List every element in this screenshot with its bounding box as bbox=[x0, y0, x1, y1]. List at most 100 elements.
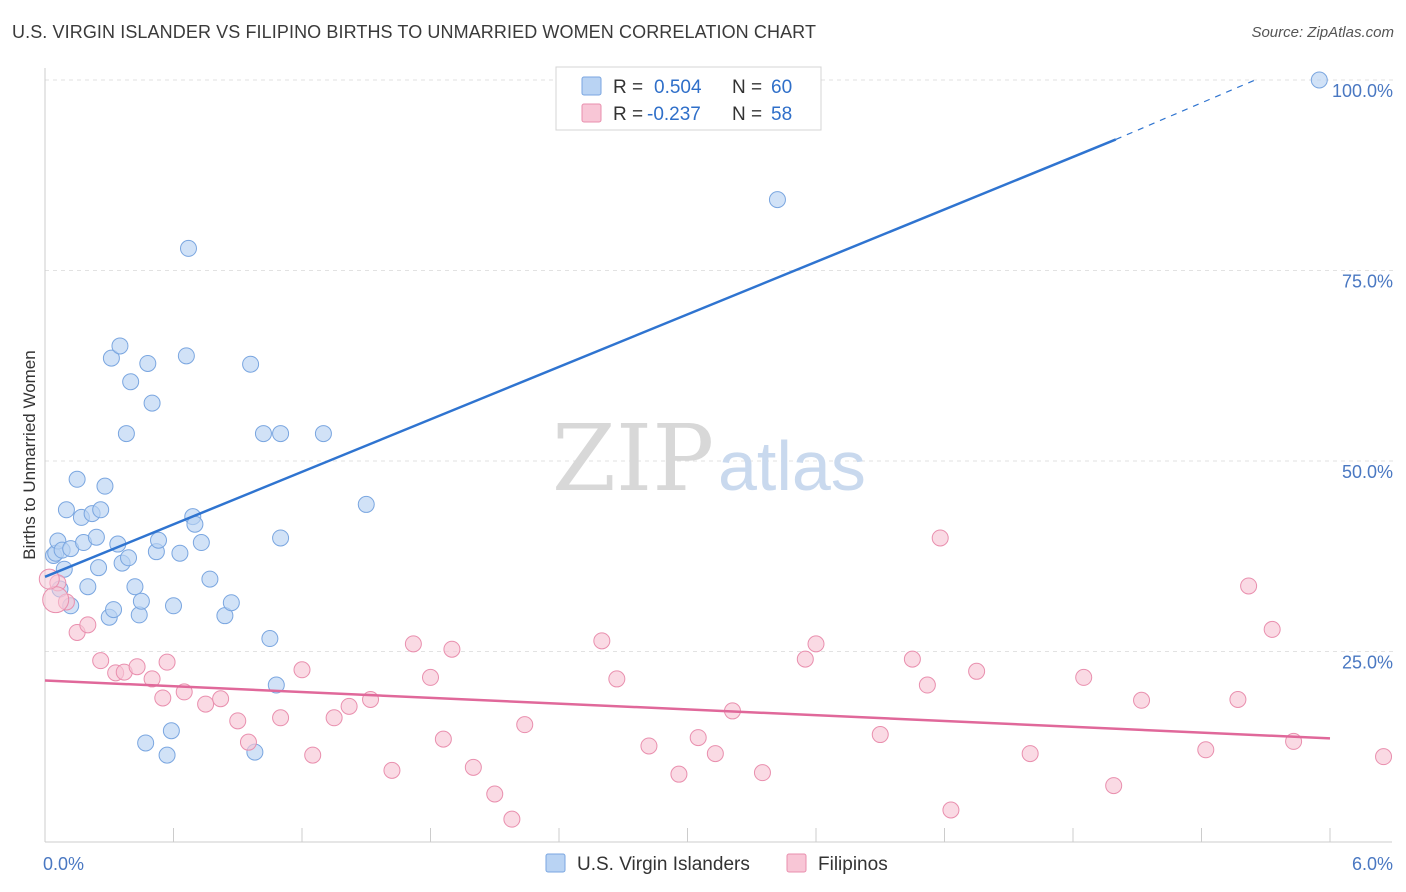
legend-label-filipinos[interactable]: Filipinos bbox=[818, 854, 888, 875]
filipinos-point-38 bbox=[753, 764, 771, 782]
stats-pink-n-value: 58 bbox=[771, 104, 792, 125]
virgin-islanders-point-25 bbox=[120, 549, 138, 567]
virgin-islanders-point-32 bbox=[143, 394, 161, 412]
virgin-islanders-point-52 bbox=[272, 425, 290, 443]
filipinos-point-50 bbox=[1133, 691, 1151, 709]
virgin-islanders-point-38 bbox=[171, 544, 189, 562]
filipinos-point-15 bbox=[239, 733, 257, 751]
stats-blue-n-label: N = bbox=[732, 77, 762, 98]
tick-labels: 25.0% 50.0% 75.0% 100.0% 0.0% 6.0% bbox=[43, 81, 1393, 874]
virgin-islanders-point-20 bbox=[105, 601, 123, 619]
filipinos-point-24 bbox=[422, 668, 439, 686]
trend-lines bbox=[44, 79, 1331, 740]
virgin-islanders-point-27 bbox=[126, 578, 144, 596]
filipinos-point-32 bbox=[608, 670, 626, 688]
filipinos-point-26 bbox=[443, 640, 461, 658]
trend-line-filipinos bbox=[44, 679, 1331, 740]
filipinos-point-31 bbox=[593, 632, 611, 650]
virgin-islanders-point-31 bbox=[139, 354, 157, 372]
virgin-islanders-point-47 bbox=[242, 355, 260, 373]
filipinos-point-22 bbox=[383, 761, 401, 779]
virgin-islanders-point-24 bbox=[117, 425, 135, 443]
virgin-islanders-point-29 bbox=[132, 592, 150, 610]
filipinos-point-28 bbox=[486, 785, 504, 803]
filipinos-point-49 bbox=[1105, 777, 1123, 795]
stats-blue-n-value: 60 bbox=[771, 77, 792, 98]
stats-pink-r-label: R = bbox=[613, 104, 643, 125]
series-filipinos bbox=[38, 529, 1393, 828]
filipinos-point-46 bbox=[968, 662, 986, 680]
filipinos-point-40 bbox=[807, 635, 825, 653]
filipinos-point-43 bbox=[918, 676, 936, 694]
virgin-islanders-point-19 bbox=[102, 349, 120, 367]
virgin-islanders-point-36 bbox=[162, 722, 180, 740]
watermark-atlas: atlas bbox=[718, 427, 866, 505]
filipinos-point-54 bbox=[1263, 620, 1281, 638]
stats-pink-r-value: -0.237 bbox=[647, 104, 701, 125]
filipinos-point-18 bbox=[304, 746, 322, 764]
filipinos-point-33 bbox=[640, 737, 658, 755]
legend-label-virgin-islanders[interactable]: U.S. Virgin Islanders bbox=[577, 854, 750, 875]
virgin-islanders-point-26 bbox=[122, 373, 140, 391]
y-axis-label: Births to Unmarried Women bbox=[20, 350, 39, 559]
filipinos-point-9 bbox=[154, 689, 172, 707]
legend-swatch-filipinos[interactable] bbox=[786, 853, 807, 873]
virgin-islanders-point-40 bbox=[179, 239, 197, 257]
filipinos-point-29 bbox=[503, 810, 521, 828]
watermark-zip: ZIP bbox=[552, 405, 714, 512]
filipinos-point-12 bbox=[197, 695, 215, 713]
filipinos-point-42 bbox=[903, 650, 921, 668]
filipinos-point-34 bbox=[670, 765, 688, 783]
virgin-islanders-point-15 bbox=[90, 559, 108, 577]
virgin-islanders-point-17 bbox=[96, 477, 114, 495]
filipinos-point-3 bbox=[79, 616, 97, 634]
virgin-islanders-point-34 bbox=[150, 531, 168, 549]
virgin-islanders-point-55 bbox=[357, 495, 375, 513]
filipinos-point-19 bbox=[325, 709, 343, 727]
chart-title: U.S. VIRGIN ISLANDER VS FILIPINO BIRTHS … bbox=[12, 22, 817, 42]
virgin-islanders-point-51 bbox=[267, 676, 285, 694]
virgin-islanders-point-12 bbox=[79, 578, 97, 596]
virgin-islanders-point-35 bbox=[158, 746, 176, 764]
filipinos-point-27 bbox=[464, 758, 482, 776]
virgin-islanders-point-37 bbox=[165, 597, 182, 615]
virgin-islanders-point-6 bbox=[57, 501, 75, 519]
filipinos-point-16 bbox=[272, 709, 290, 727]
virgin-islanders-point-39 bbox=[177, 347, 195, 365]
filipinos-point-10 bbox=[158, 653, 176, 671]
virgin-islanders-point-46 bbox=[222, 594, 240, 612]
y-tick-label-3: 100.0% bbox=[1332, 81, 1393, 101]
virgin-islanders-point-49 bbox=[254, 425, 272, 443]
axes bbox=[44, 68, 1392, 843]
source-label: Source: ZipAtlas.com bbox=[1251, 24, 1394, 41]
filipinos-point-20 bbox=[340, 697, 358, 715]
filipinos-point-8 bbox=[143, 670, 161, 688]
filipinos-point-4 bbox=[92, 652, 110, 670]
filipinos-point-23 bbox=[404, 635, 422, 653]
filipinos-point-14 bbox=[229, 712, 247, 730]
filipinos-point-47 bbox=[1021, 745, 1039, 763]
trend-line-virgin-islanders bbox=[44, 138, 1117, 578]
trend-line-virgin-islanders-extension bbox=[1115, 79, 1256, 140]
filipinos-point-39 bbox=[796, 650, 814, 668]
virgin-islanders-point-22 bbox=[111, 337, 129, 355]
filipinos-point-45 bbox=[942, 801, 960, 819]
legend-swatch-virgin-islanders[interactable] bbox=[545, 853, 566, 873]
virgin-islanders-point-54 bbox=[314, 425, 332, 443]
filipinos-point-cluster bbox=[42, 586, 70, 614]
filipinos-point-56 bbox=[1375, 748, 1393, 766]
filipinos-point-25 bbox=[434, 730, 452, 748]
x-tick-label-0: 0.0% bbox=[43, 854, 84, 874]
filipinos-point-48 bbox=[1075, 668, 1093, 686]
virgin-islanders-point-57 bbox=[1310, 71, 1328, 89]
filipinos-point-36 bbox=[706, 745, 724, 763]
virgin-islanders-point-43 bbox=[192, 534, 210, 552]
stats-pink-n-label: N = bbox=[732, 104, 762, 125]
filipinos-point-35 bbox=[689, 729, 707, 747]
y-tick-label-2: 75.0% bbox=[1342, 272, 1393, 292]
virgin-islanders-point-53 bbox=[272, 529, 290, 547]
filipinos-point-17 bbox=[293, 661, 311, 679]
y-tick-label-1: 50.0% bbox=[1342, 462, 1393, 482]
series-legend: U.S. Virgin Islanders Filipinos bbox=[545, 853, 888, 875]
